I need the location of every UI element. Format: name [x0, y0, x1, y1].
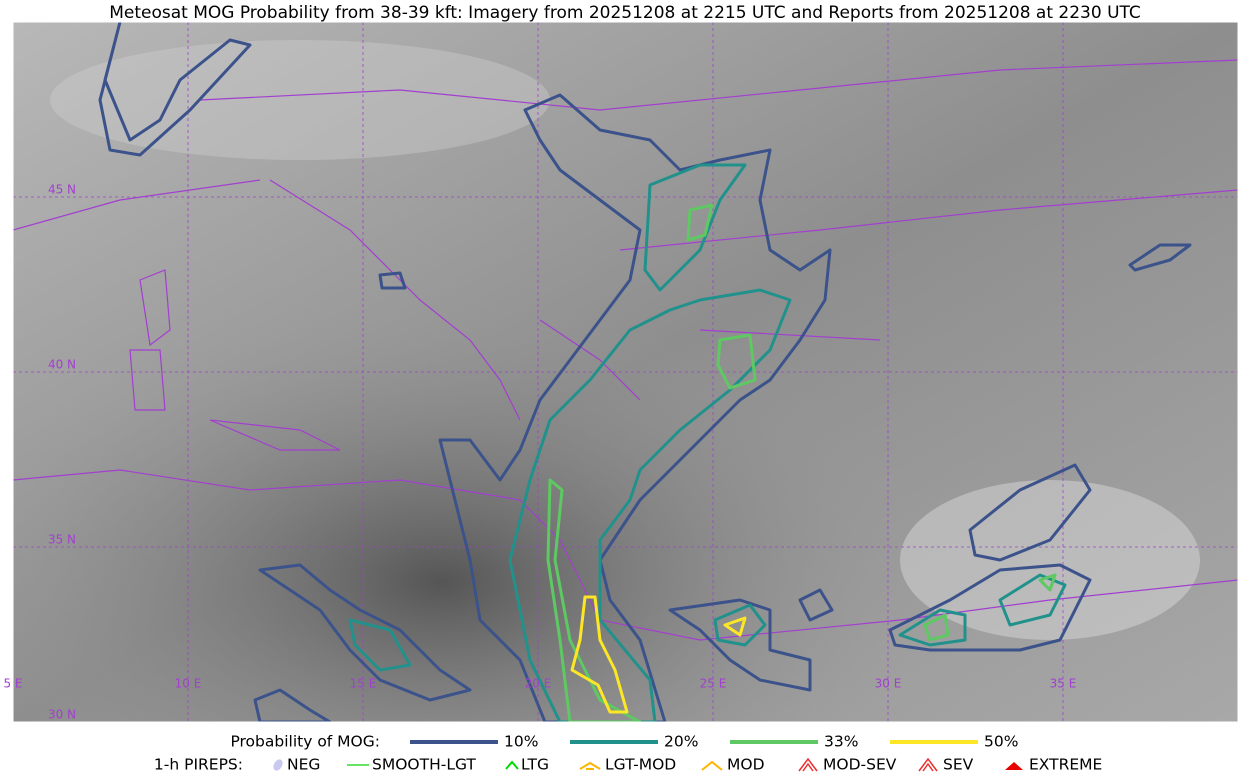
- island: [129, 269, 341, 451]
- legend: Probability of MOG: 10% 20% 33% 50% 1-h PIREP…: [154, 733, 1102, 774]
- title: Meteosat MOG Probability from 38-39 kft:…: [109, 3, 1141, 23]
- contour: [686, 203, 757, 390]
- contour: [723, 616, 747, 637]
- map: [13, 22, 1238, 722]
- contour: [508, 288, 792, 722]
- legend-label: SEV: [943, 756, 974, 774]
- latitude-label: 45 N: [48, 183, 76, 197]
- longitude-label: 25 E: [700, 677, 727, 691]
- geo-labels: 5 E 10 E 15 E 20 E 25 E 30 E 35 E 45 N 40 N 35 N 3…: [3, 183, 1076, 722]
- legend-label: LGT-MOD: [605, 756, 676, 774]
- cloud: [50, 40, 550, 160]
- cloud: [900, 480, 1200, 640]
- longitude-label: 35 E: [1050, 677, 1077, 691]
- contour: [348, 618, 412, 672]
- contour: [898, 573, 1067, 647]
- pirep-symbol: [1005, 762, 1023, 770]
- longitude-label: 5 E: [3, 677, 22, 691]
- pirep-symbol: [505, 760, 519, 770]
- contour: [253, 243, 1192, 722]
- legend-label: EXTREME: [1029, 756, 1102, 774]
- pirep-symbol: [273, 759, 283, 771]
- contour: [438, 93, 832, 722]
- pirep-symbol: [579, 761, 601, 770]
- legend-label: 20%: [664, 733, 698, 751]
- pirep-symbol: [798, 757, 818, 772]
- legend-label: NEG: [287, 756, 320, 774]
- latitude-label: 35 N: [48, 533, 76, 547]
- legend-label: MOD: [727, 756, 765, 774]
- legend-label: 33%: [824, 733, 858, 751]
- legend-label: SMOOTH-LGT: [372, 756, 476, 774]
- latitude-label: 30 N: [48, 708, 76, 722]
- legend-label: MOD-SEV: [823, 756, 897, 774]
- contours: [98, 22, 1192, 722]
- contour: [643, 163, 747, 292]
- longitude-label: 20 E: [525, 677, 552, 691]
- contour: [98, 22, 252, 157]
- pirep-symbol: [918, 757, 938, 772]
- pirep-symbol: [701, 760, 723, 771]
- map-frame: [12, 21, 1239, 723]
- contour: [570, 595, 629, 714]
- legend-label: 50%: [984, 733, 1018, 751]
- contour: [668, 588, 834, 692]
- longitude-label: 10 E: [175, 677, 202, 691]
- latitude-label: 40 N: [48, 358, 76, 372]
- longitude-label: 15 E: [350, 677, 377, 691]
- coastline: [13, 59, 1238, 421]
- contour: [888, 463, 1092, 652]
- legend-heading: 1-h PIREPS:: [154, 756, 243, 774]
- contour: [713, 603, 767, 647]
- longitude-label: 30 E: [875, 677, 902, 691]
- legend-label: LTG: [521, 756, 549, 774]
- legend-label: 10%: [504, 733, 538, 751]
- contour: [923, 573, 1057, 642]
- legend-heading: Probability of MOG:: [230, 733, 380, 751]
